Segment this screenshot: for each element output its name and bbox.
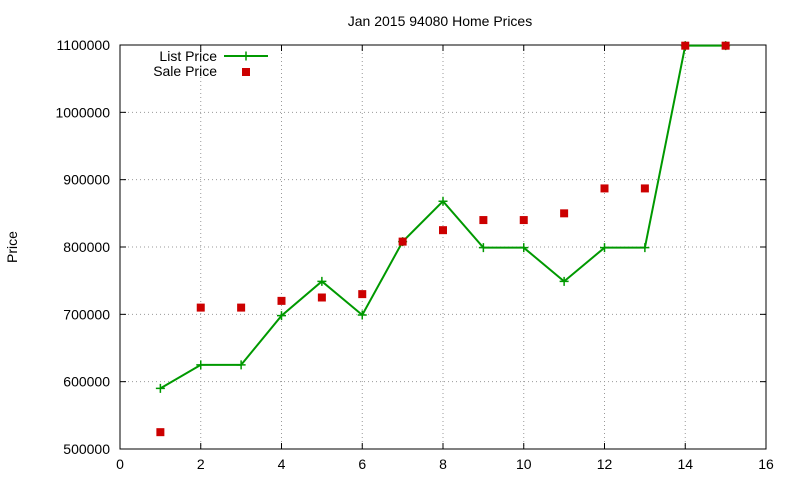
list-price-point — [357, 310, 367, 320]
x-tick-label: 0 — [116, 456, 124, 472]
plot-frame — [119, 44, 767, 450]
x-tick-label: 4 — [278, 456, 286, 472]
list-price-point — [317, 276, 327, 286]
y-tick-label: 700000 — [63, 306, 110, 322]
y-tick-label: 900000 — [63, 172, 110, 188]
y-tick-label: 800000 — [63, 239, 110, 255]
list-price-point — [519, 243, 529, 253]
list-price-point — [277, 311, 286, 321]
sale-price-point — [196, 303, 205, 312]
sale-price-point — [156, 428, 165, 437]
legend-label-list-price: List Price — [159, 48, 217, 64]
sale-price-point — [479, 216, 488, 225]
x-tick-label: 14 — [677, 456, 693, 472]
y-tick-label: 1100000 — [57, 37, 111, 53]
sale-price-point — [600, 184, 609, 193]
sale-price-point — [721, 41, 730, 50]
list-price-point — [196, 360, 206, 370]
x-tick-label: 6 — [358, 456, 366, 472]
grid — [120, 45, 766, 449]
sale-price-point — [681, 41, 690, 50]
sale-price-point — [398, 237, 407, 246]
list-price-point — [155, 383, 165, 393]
sale-price-point — [358, 290, 367, 299]
y-tick-label: 600000 — [63, 374, 110, 390]
x-tick-label: 16 — [758, 456, 774, 472]
sale-price-point — [439, 226, 447, 235]
list-price-point — [236, 360, 246, 370]
sale-price-point — [237, 303, 246, 312]
y-tick-label: 500000 — [63, 441, 110, 457]
sale-price-point — [277, 296, 286, 305]
x-tick-label: 12 — [597, 456, 613, 472]
sale-price-point — [560, 209, 569, 218]
chart-title: Jan 2015 94080 Home Prices — [348, 13, 532, 29]
sale-price-point — [640, 184, 649, 193]
list-price-point — [600, 243, 609, 253]
sale-price-point — [519, 216, 528, 225]
axis-ticks: 0 2 4 6 8 10 12 14 16 500000 600000 700000 800000 900… — [55, 37, 774, 472]
x-tick-label: 8 — [439, 456, 447, 472]
legend-marker-list-price — [241, 51, 251, 61]
list-price-point — [478, 243, 488, 253]
y-tick-label: 1000000 — [55, 104, 110, 120]
list-price-point — [559, 276, 569, 286]
legend-marker-sale-price — [242, 68, 250, 76]
list-price-point — [640, 243, 650, 253]
x-tick-label: 2 — [197, 456, 205, 472]
x-tick-label: 10 — [516, 456, 532, 472]
legend-label-sale-price: Sale Price — [153, 63, 217, 79]
y-axis-title: Price — [4, 231, 20, 263]
series-layer — [155, 41, 731, 437]
sale-price-point — [317, 293, 326, 302]
list-price-point — [438, 196, 448, 206]
